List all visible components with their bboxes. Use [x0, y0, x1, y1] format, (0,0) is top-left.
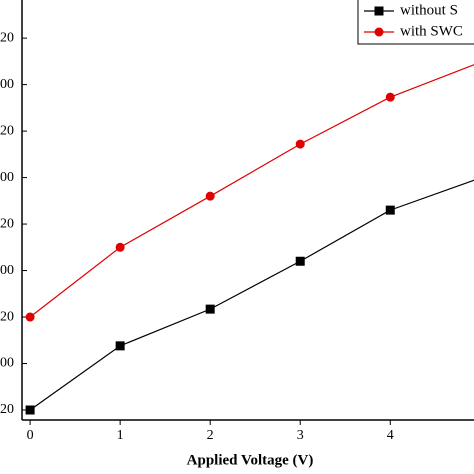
point: [115, 341, 125, 351]
y-tick-label: 00: [0, 170, 14, 185]
point: [385, 205, 395, 215]
y-tick-label: 20: [0, 123, 14, 138]
x-tick-label: 1: [117, 428, 124, 443]
x-tick-label: 4: [387, 428, 394, 443]
point: [25, 405, 35, 415]
x-tick-label: 3: [297, 428, 304, 443]
y-tick-label: 20: [0, 402, 14, 417]
point: [295, 139, 305, 149]
y-tick-label: 00: [0, 356, 14, 371]
point: [205, 304, 215, 314]
legend-marker: [374, 6, 384, 16]
y-tick-label: 00: [0, 77, 14, 92]
legend-marker: [374, 27, 384, 37]
legend-label: with SWC: [400, 23, 463, 39]
point: [205, 191, 215, 201]
x-tick-label: 0: [27, 428, 34, 443]
y-tick-label: 20: [0, 216, 14, 231]
x-axis-label: Applied Voltage (V): [187, 452, 314, 468]
x-tick-label: 2: [207, 428, 214, 443]
y-tick-label: 20: [0, 309, 14, 324]
y-tick-label: 00: [0, 263, 14, 278]
plot-area: [25, 64, 474, 415]
point: [295, 256, 305, 266]
point: [115, 242, 125, 252]
legend-label: without S: [400, 2, 458, 18]
series-line: [29, 179, 474, 411]
point: [385, 92, 395, 102]
point: [25, 312, 35, 322]
series-line: [29, 64, 474, 318]
y-tick-label: 20: [0, 30, 14, 45]
